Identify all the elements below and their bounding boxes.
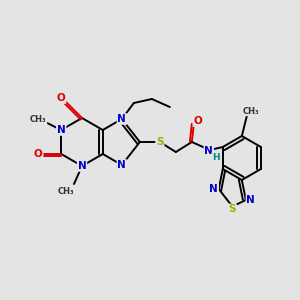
Text: O: O bbox=[34, 149, 43, 159]
Text: N: N bbox=[205, 146, 213, 156]
Text: N: N bbox=[118, 114, 126, 124]
Text: O: O bbox=[57, 93, 65, 103]
Text: CH₃: CH₃ bbox=[30, 116, 46, 124]
Text: S: S bbox=[156, 137, 164, 147]
Text: N: N bbox=[209, 184, 218, 194]
Text: CH₃: CH₃ bbox=[58, 187, 74, 196]
Text: CH₃: CH₃ bbox=[242, 106, 259, 116]
Text: N: N bbox=[78, 161, 86, 171]
Text: S: S bbox=[229, 205, 236, 214]
Text: O: O bbox=[194, 116, 202, 126]
Text: N: N bbox=[118, 160, 126, 170]
Text: N: N bbox=[57, 125, 66, 135]
Text: N: N bbox=[247, 195, 255, 205]
Text: H: H bbox=[212, 154, 220, 163]
